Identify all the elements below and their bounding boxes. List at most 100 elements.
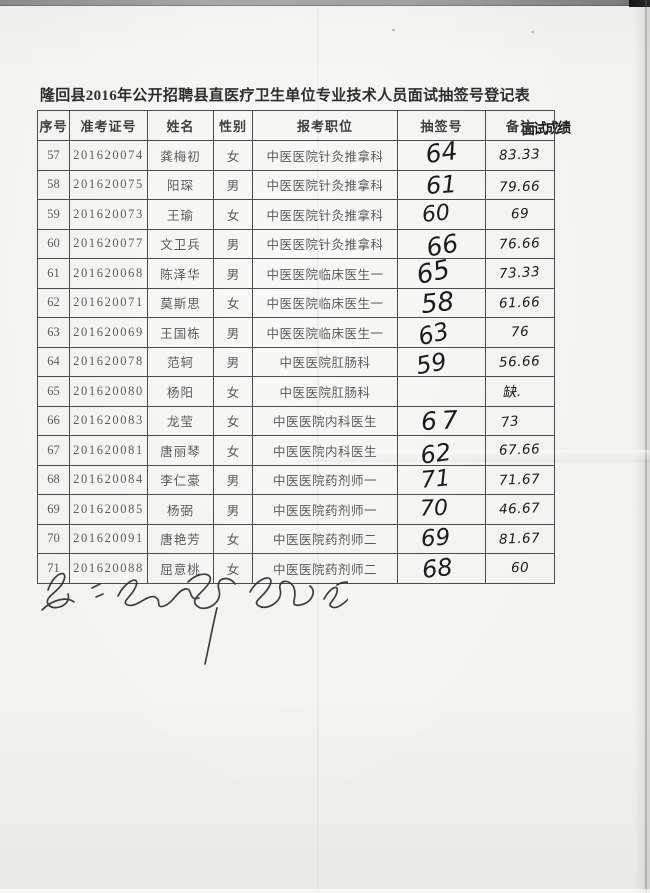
cell-lot-number: 60 (397, 199, 486, 230)
cell-gender: 女 (213, 553, 253, 584)
registration-table: 序号 准考证号 姓名 性别 报考职位 抽签号 备注 57 201620074 龚… (37, 110, 555, 584)
header-exam-id: 准考证号 (69, 110, 148, 141)
cell-position: 中医医院临床医生一 (252, 317, 398, 348)
cell-exam-id: 201620084 (69, 464, 148, 495)
cell-serial: 60 (37, 228, 70, 259)
table-row: 61 201620068 陈泽华 男 中医医院临床医生一 65 73.33 (37, 254, 555, 292)
cell-exam-id: 201620071 (69, 287, 148, 318)
handwritten-lot-number: 68 (420, 553, 455, 585)
table-row: 71 201620088 屈意桃 女 中医医院药剂师二 68 60 (37, 553, 555, 585)
cell-exam-id: 201620075 (69, 169, 148, 200)
table-row: 70 201620091 唐艳芳 女 中医医院药剂师二 69 81.67 (37, 523, 555, 554)
cell-name: 莫斯思 (147, 287, 214, 318)
handwritten-lot-number: 70 (419, 496, 448, 523)
cell-position: 中医医院针灸推拿科 (252, 169, 398, 200)
cell-exam-id: 201620080 (69, 376, 148, 407)
table-row: 65 201620080 杨阳 女 中医医院肛肠科 缺. (37, 376, 555, 407)
handwritten-lot-number: 63 (415, 316, 452, 352)
cell-remark: 69 (485, 199, 555, 230)
handwritten-score: 79.66 (499, 178, 541, 196)
cell-name: 陈泽华 (147, 258, 214, 289)
table-row: 66 201620083 龙莹 女 中医医院内科医生 67 73 (37, 405, 555, 437)
cell-remark: 73.33 (485, 258, 555, 289)
cell-remark: 73 (485, 405, 555, 436)
cell-position: 中医医院药剂师二 (252, 523, 398, 554)
cell-lot-number: 71 (397, 464, 486, 495)
cell-lot-number: 69 (397, 523, 486, 554)
cell-exam-id: 201620085 (69, 494, 148, 525)
handwritten-score: 56.66 (499, 353, 541, 371)
cell-name: 阳琛 (147, 169, 214, 200)
cell-name: 文卫兵 (147, 228, 214, 259)
table-header-row: 序号 准考证号 姓名 性别 报考职位 抽签号 备注 (37, 110, 555, 141)
cell-gender: 女 (213, 523, 253, 554)
dust-speck (392, 29, 395, 31)
cell-exam-id: 201620068 (69, 258, 148, 289)
cell-exam-id: 201620074 (69, 140, 148, 171)
cell-name: 杨弼 (147, 494, 214, 525)
cell-gender: 女 (213, 435, 253, 466)
cell-lot-number: 64 (397, 135, 486, 171)
cell-gender: 女 (213, 376, 253, 407)
handwritten-score: 81.67 (499, 530, 541, 548)
handwritten-score: 67.66 (499, 441, 541, 459)
cell-remark: 76.66 (485, 228, 555, 259)
handwritten-lot-number: 59 (414, 347, 450, 380)
handwritten-score: 46.67 (499, 500, 541, 518)
cell-serial: 68 (37, 464, 70, 495)
cell-lot-number: 67 (397, 405, 486, 437)
cell-lot-number: 63 (397, 316, 486, 352)
cell-position: 中医医院针灸推拿科 (252, 228, 398, 259)
handwritten-lot-number: 71 (419, 465, 452, 495)
cell-serial: 67 (37, 435, 70, 466)
handwritten-score: 60 (510, 560, 530, 577)
table-row: 59 201620073 王瑜 女 中医医院针灸推拿科 60 69 (37, 199, 555, 230)
cell-position: 中医医院内科医生 (252, 435, 398, 466)
cell-lot-number: 68 (397, 553, 486, 585)
handwritten-lot-number: 64 (423, 135, 459, 169)
cell-name: 屈意桃 (147, 553, 214, 584)
cell-gender: 男 (213, 346, 253, 377)
handwritten-score: 83.33 (499, 146, 541, 164)
cell-gender: 男 (213, 494, 253, 525)
table-row: 69 201620085 杨弼 男 中医医院药剂师一 70 46.67 (37, 494, 555, 525)
handwritten-score: 73.33 (499, 264, 541, 283)
cell-serial: 62 (37, 287, 70, 318)
header-serial: 序号 (37, 110, 70, 141)
paper-bottom-edge (0, 889, 650, 893)
table-row: 63 201620069 王国栋 男 中医医院临床医生一 63 76 (37, 316, 555, 352)
cell-lot-number: 62 (397, 435, 486, 470)
handwritten-score: 69 (510, 205, 530, 223)
header-remark: 备注 (485, 110, 555, 141)
handwritten-score: 71.67 (499, 471, 541, 489)
cell-remark: 60 (485, 553, 555, 584)
cell-position: 中医医院临床医生一 (252, 258, 398, 289)
cell-position: 中医医院临床医生一 (252, 287, 398, 318)
cell-name: 龙莹 (147, 405, 214, 436)
cell-gender: 男 (213, 258, 253, 289)
handwritten-lot-number: 65 (413, 254, 453, 292)
handwritten-lot-number: 60 (420, 200, 451, 229)
cell-gender: 男 (213, 169, 253, 200)
scanner-edge-artifact (0, 0, 650, 6)
cell-remark: 61.66 (485, 287, 555, 318)
scanner-corner-artifact (629, 0, 650, 7)
cell-serial: 58 (37, 169, 70, 200)
handwritten-score: 76 (510, 323, 530, 341)
table-row: 58 201620075 阳琛 男 中医医院针灸推拿科 61 79.66 (37, 169, 555, 200)
header-position: 报考职位 (252, 110, 398, 141)
handwritten-lot-number: 58 (419, 286, 456, 320)
cell-lot-number: 61 (397, 169, 486, 200)
handwritten-absent-mark: 缺. (501, 384, 523, 402)
cell-position: 中医医院针灸推拿科 (252, 199, 398, 230)
cell-serial: 70 (37, 523, 70, 554)
page-title: 隆回县2016年公开招聘县直医疗卫生单位专业技术人员面试抽签号登记表 (39, 88, 531, 104)
cell-position: 中医医院肛肠科 (252, 376, 398, 407)
handwritten-lot-number: 67 (419, 405, 464, 437)
header-lot-number: 抽签号 (397, 110, 486, 141)
cell-name: 王瑜 (147, 199, 214, 230)
handwritten-score: 73 (500, 412, 520, 431)
cell-lot-number: 70 (397, 494, 486, 525)
cell-serial: 66 (37, 405, 70, 436)
